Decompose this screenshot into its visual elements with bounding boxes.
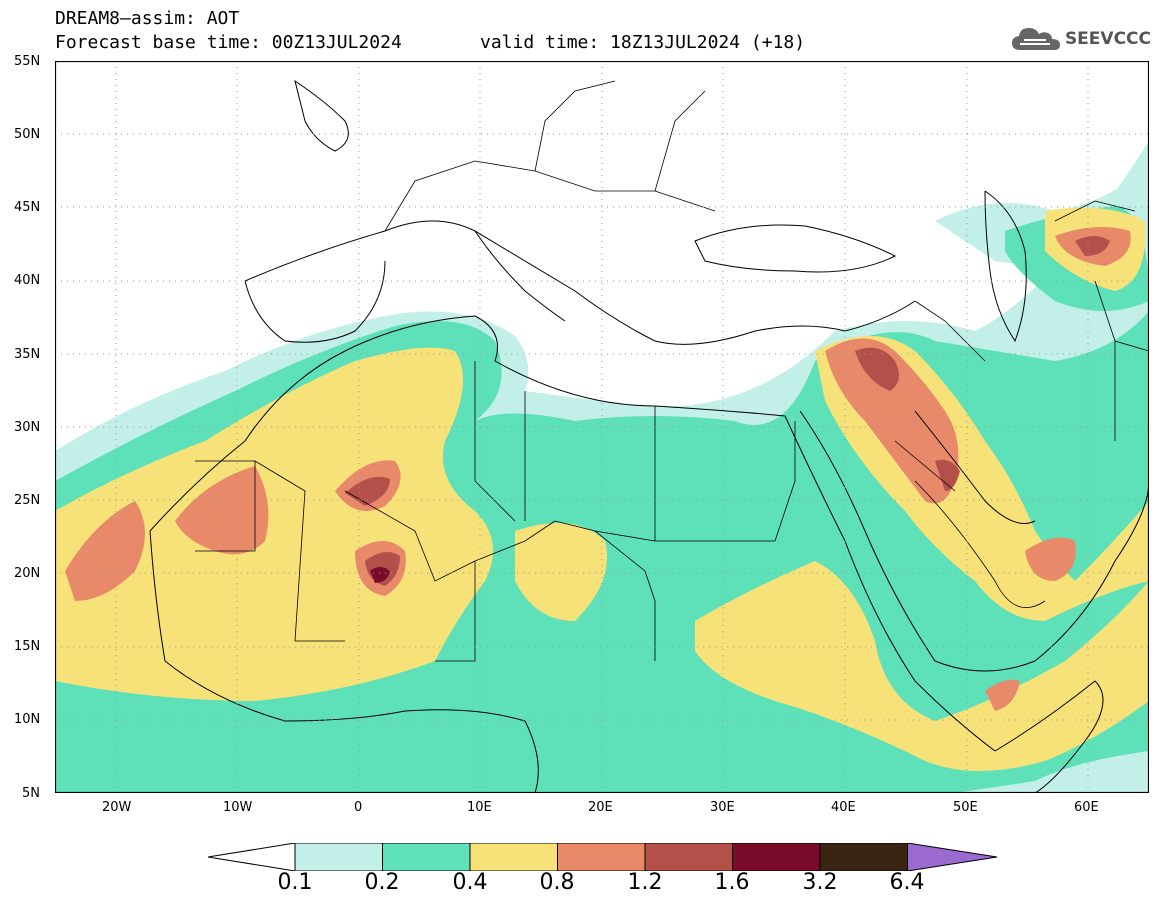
lon-label: 40E — [831, 800, 856, 815]
borders — [195, 80, 1149, 662]
colorbar-segment — [819, 843, 908, 871]
lat-label: 50N — [14, 127, 41, 142]
lat-label: 35N — [14, 347, 41, 362]
aot-map — [55, 61, 1149, 793]
lat-label: 20N — [14, 566, 41, 581]
colorbar-label: 6.4 — [889, 870, 925, 895]
colorbar-segment — [469, 843, 558, 871]
colorbar-label: 0.2 — [364, 870, 400, 895]
lon-label: 20W — [102, 800, 132, 815]
colorbar-label: 0.1 — [277, 870, 313, 895]
forecast-base-time: Forecast base time: 00Z13JUL2024 — [55, 32, 402, 53]
lat-label: 55N — [14, 54, 41, 69]
map-border — [55, 61, 1149, 793]
lon-label: 50E — [953, 800, 978, 815]
lon-label: 60E — [1074, 800, 1099, 815]
lon-label: 10W — [223, 800, 253, 815]
lon-label: 0 — [354, 800, 363, 815]
coastlines — [149, 79, 1149, 793]
valid-time: valid time: 18Z13JUL2024 (+18) — [480, 32, 806, 53]
colorbar-segment — [294, 843, 383, 871]
cloud-icon — [1011, 28, 1060, 50]
lat-label: 45N — [14, 200, 41, 215]
colorbar-label: 1.6 — [714, 870, 750, 895]
colorbar — [208, 843, 998, 871]
lat-label: 5N — [22, 786, 40, 801]
map-title: DREAM8–assim: AOT — [55, 8, 240, 29]
colorbar-segment — [732, 843, 821, 871]
aot-field-1.6 — [370, 567, 390, 583]
colorbar-segment — [907, 843, 998, 871]
lat-label: 25N — [14, 493, 41, 508]
colorbar-label: 1.2 — [627, 870, 663, 895]
colorbar-segment — [644, 843, 733, 871]
lat-label: 10N — [14, 712, 41, 727]
lat-label: 15N — [14, 639, 41, 654]
seevccc-logo: SEEVCCC — [1010, 24, 1151, 54]
lon-label: 10E — [467, 800, 492, 815]
colorbar-label: 3.2 — [802, 870, 838, 895]
colorbar-segment — [557, 843, 646, 871]
colorbar-label: 0.4 — [452, 870, 488, 895]
lon-label: 20E — [588, 800, 613, 815]
colorbar-segment — [382, 843, 471, 871]
lat-label: 30N — [14, 420, 41, 435]
colorbar-label: 0.8 — [539, 870, 575, 895]
lon-label: 30E — [710, 800, 735, 815]
gridlines — [55, 61, 1149, 793]
colorbar-segment — [208, 843, 296, 871]
logo-text: SEEVCCC — [1064, 29, 1151, 49]
lat-label: 40N — [14, 273, 41, 288]
